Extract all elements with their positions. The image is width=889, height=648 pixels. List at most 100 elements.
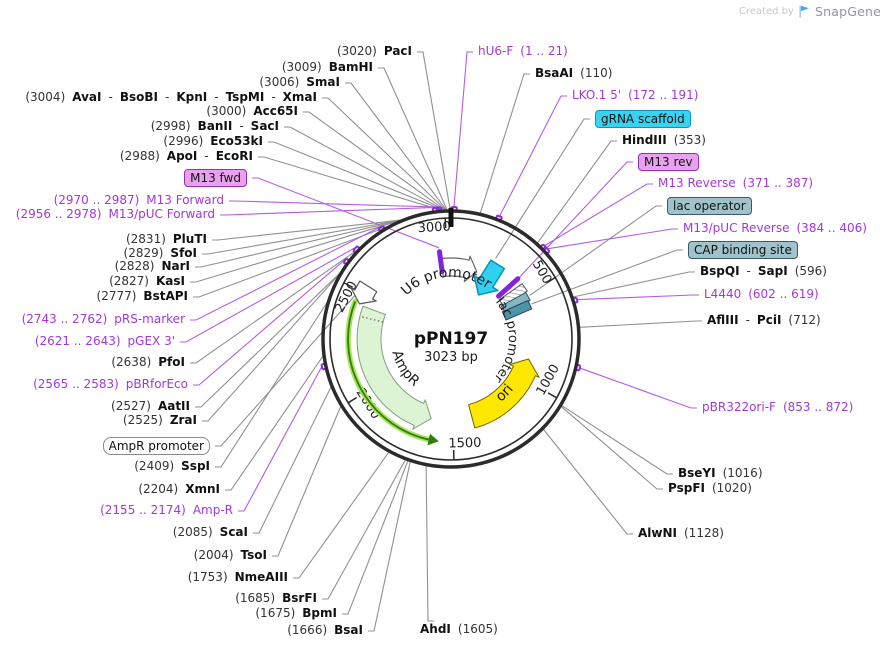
position-coords: (602 .. 619) (748, 287, 819, 301)
label-pfoI[interactable]: (2638) PfoI (111, 354, 185, 371)
label-lacOpBox[interactable]: lac operator (667, 197, 752, 215)
label-m13fwdBox[interactable]: M13 fwd (184, 169, 247, 187)
callout-line-ahdI (425, 465, 434, 622)
label-bsaI[interactable]: (1666) BsaI (287, 622, 363, 639)
m13-rev-site-bar[interactable] (496, 276, 521, 299)
ampr-gene-arrow[interactable] (356, 305, 432, 430)
callout-line-hindIII (536, 140, 617, 244)
label-bspQI[interactable]: BspQI - SapI (596) (700, 263, 827, 280)
label-m13revBox[interactable]: M13 rev (638, 153, 699, 171)
label-grnaBox[interactable]: gRNA scaffold (595, 110, 691, 128)
ori-arrow[interactable] (468, 358, 540, 429)
label-eco53kI[interactable]: (2996) Eco53kI (163, 133, 263, 150)
label-pbrforEco[interactable]: (2565 .. 2583) pBRforEco (33, 376, 188, 393)
label-sspI[interactable]: (2409) SspI (134, 458, 210, 475)
callout-line-bstAPI (193, 225, 389, 298)
label-amprPromBox[interactable]: AmpR promoter (102, 437, 210, 455)
label-m13pucReverse[interactable]: M13/pUC Reverse (384 .. 406) (683, 220, 867, 237)
orf-arc[interactable] (347, 300, 432, 441)
tick-mark-1000 (547, 392, 558, 399)
callout-lines (180, 51, 702, 632)
position-coords: (2565 .. 2583) (33, 377, 119, 391)
label-sfoI[interactable]: (2829) SfoI (124, 245, 197, 262)
label-hU6F[interactable]: hU6-F (1 .. 21) (478, 43, 568, 60)
position-coords: (3009) (281, 60, 322, 74)
m13-fwd-site-bar[interactable] (437, 249, 445, 275)
label-l4440[interactable]: L4440 (602 .. 619) (704, 286, 819, 303)
callout-line-smaI (345, 82, 447, 211)
position-coords: (2085) (172, 525, 213, 539)
callout-line-pfoI (190, 248, 359, 364)
primer-name: hU6-F (478, 44, 514, 58)
label-capBox[interactable]: CAP binding site (688, 241, 798, 259)
label-avaI[interactable]: (3004) AvaI - BsoBI - KpnI - TspMI - XmaI (25, 89, 317, 106)
position-coords: (2956 .. 2978) (15, 207, 102, 221)
callout-line-m13Forward (229, 200, 439, 208)
callout-line-sfoI (202, 219, 401, 255)
label-pgex3[interactable]: (2621 .. 2643) pGEX 3' (35, 333, 175, 350)
label-pacI[interactable]: (3020) PacI (337, 43, 412, 60)
label-m13pucForward[interactable]: (2956 .. 2978) M13/pUC Forward (16, 206, 215, 223)
label-bsrFI[interactable]: (1685) BsrFI (235, 590, 317, 607)
label-ahdI[interactable]: AhdI (1605) (420, 621, 498, 638)
callout-line-capBox (531, 249, 683, 305)
feature-box-label: M13 rev (638, 153, 699, 171)
enzyme-name: AhdI (420, 622, 451, 636)
label-bamHI[interactable]: (3009) BamHI (282, 59, 373, 76)
tick-label-500: 500 (529, 258, 555, 287)
grna-scaffold-arrow[interactable] (467, 257, 510, 302)
enzyme-name: SacI (250, 119, 279, 133)
label-bsaAI[interactable]: BsaAI (110) (535, 65, 612, 82)
enzyme-name: BamHI (328, 60, 373, 74)
label-bseYI[interactable]: BseYI (1016) (678, 465, 763, 482)
callout-line-zraI (202, 272, 341, 422)
tick-mark-2500 (343, 281, 354, 289)
label-pbr322oriF[interactable]: pBR322ori-F (853 .. 872) (702, 399, 853, 416)
callout-line-pbr322oriF (580, 367, 697, 409)
label-bstAPI[interactable]: (2777) BstAPI (97, 288, 188, 305)
position-coords: (110) (580, 66, 613, 80)
primer-name: M13/pUC Forward (108, 207, 215, 221)
label-ampRprimer[interactable]: (2155 .. 2174) Amp-R (100, 502, 233, 519)
label-kasI[interactable]: (2827) KasI (109, 273, 185, 290)
tick-mark-3000 (444, 217, 447, 229)
callout-line-pbrforEco (193, 259, 345, 386)
cap-binding-site-box-glyph[interactable] (501, 299, 533, 321)
position-coords: (3020) (336, 44, 377, 58)
u6-promoter-arrow[interactable] (440, 255, 478, 283)
enzyme-name: PacI (383, 44, 412, 58)
position-coords: (1 .. 21) (520, 44, 568, 58)
ampr-promoter-arrow[interactable] (350, 280, 378, 305)
enzyme-name: NmeAIII (234, 570, 288, 584)
label-prsMarker[interactable]: (2743 .. 2762) pRS-marker (22, 311, 185, 328)
position-coords: (2527) (111, 399, 151, 413)
label-apoI[interactable]: (2988) ApoI - EcoRI (120, 148, 253, 165)
feature-glyphs (345, 249, 540, 446)
label-tsoI[interactable]: (2004) TsoI (194, 547, 267, 564)
label-m13Forward[interactable]: (2970 .. 2987) M13 Forward (54, 192, 224, 209)
label-pspFI[interactable]: PspFI (1020) (668, 480, 752, 497)
label-xmnI[interactable]: (2204) XmnI (138, 481, 220, 498)
label-bpmI[interactable]: (1675) BpmI (255, 605, 337, 622)
position-coords: (2827) (109, 274, 149, 288)
label-aatII[interactable]: (2527) AatII (111, 398, 190, 415)
label-hindIII[interactable]: HindIII (353) (622, 132, 706, 149)
label-acc65I[interactable]: (3000) Acc65I (206, 103, 298, 120)
label-pluTI[interactable]: (2831) PluTI (126, 231, 207, 248)
label-lko15[interactable]: LKO.1 5' (172 .. 191) (572, 87, 699, 104)
callout-line-aatII (195, 272, 341, 408)
callout-line-kasI (190, 220, 401, 283)
label-nmeAIII[interactable]: (1753) NmeAIII (188, 569, 288, 586)
label-m13Reverse[interactable]: M13 Reverse (371 .. 387) (658, 175, 813, 192)
enzyme-name: KasI (155, 274, 185, 288)
label-aflIII[interactable]: AflIII - PciI (712) (707, 312, 821, 329)
label-narI[interactable]: (2828) NarI (115, 258, 190, 275)
label-smaI[interactable]: (3006) SmaI (259, 74, 340, 91)
callout-line-aflIII (579, 320, 702, 328)
label-alwNI[interactable]: AlwNI (1128) (638, 525, 724, 542)
plasmid-size: 3023 bp (424, 350, 478, 365)
label-zraI[interactable]: (2525) ZraI (123, 412, 197, 429)
label-scaI[interactable]: (2085) ScaI (173, 524, 248, 541)
label-banII[interactable]: (2998) BanII - SacI (151, 118, 279, 135)
callout-line-bsaI (368, 461, 411, 632)
